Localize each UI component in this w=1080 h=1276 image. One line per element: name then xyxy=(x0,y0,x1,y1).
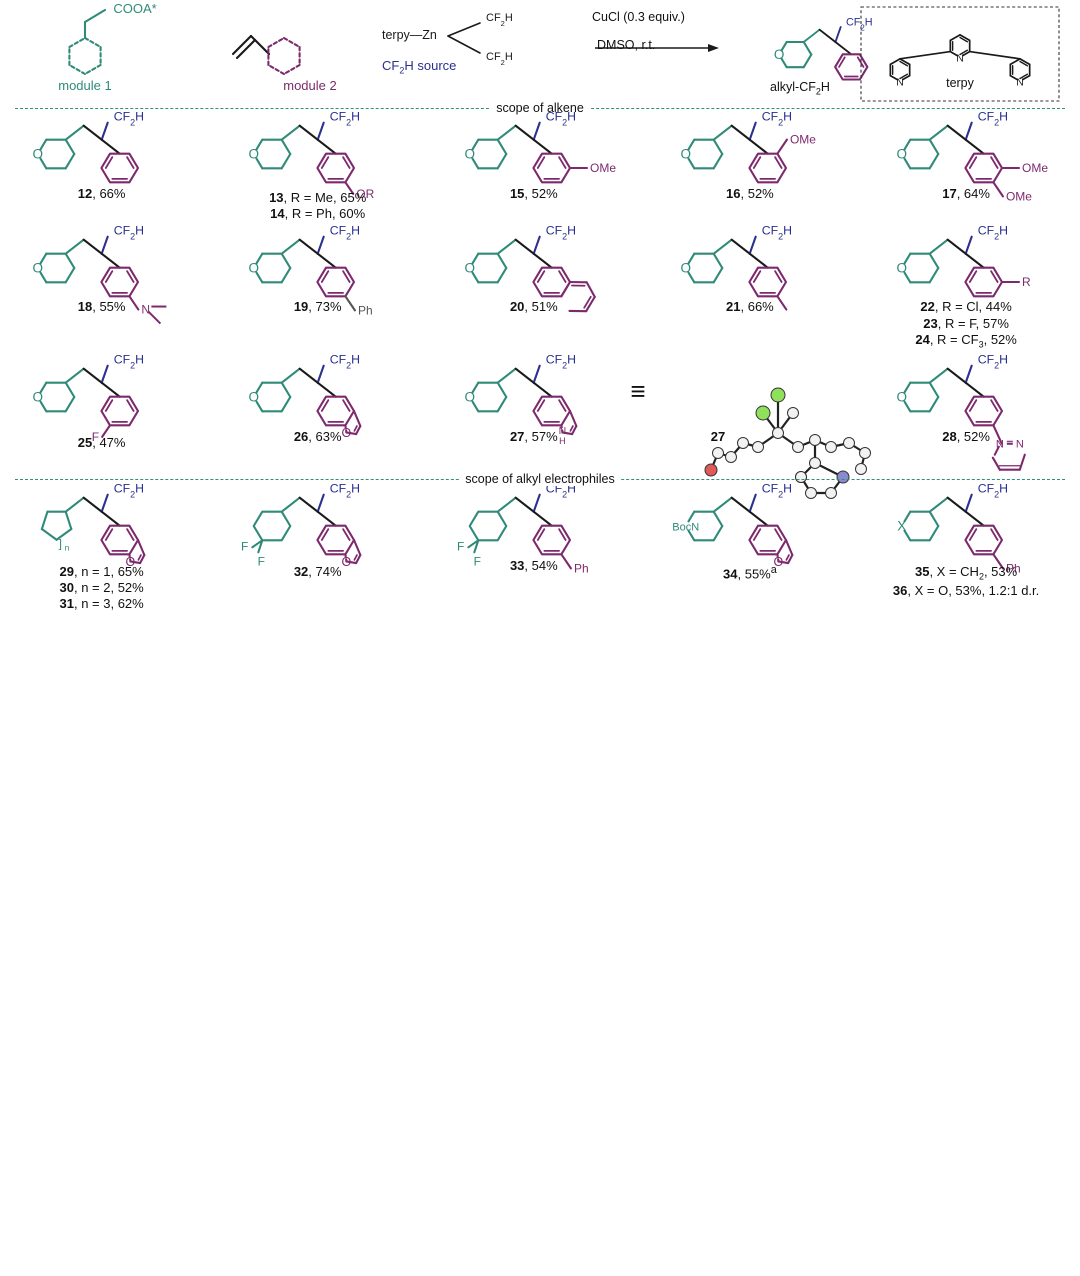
svg-text:CF2H: CF2H xyxy=(114,110,144,128)
svg-text:CF2H: CF2H xyxy=(330,482,360,500)
svg-text:O: O xyxy=(774,48,785,63)
svg-text:CF2H: CF2H xyxy=(486,12,513,28)
svg-text:CF2H: CF2H xyxy=(546,110,576,128)
svg-text:CF2H: CF2H xyxy=(978,110,1008,128)
svg-text:O: O xyxy=(248,390,259,405)
svg-text:O: O xyxy=(248,147,259,162)
svg-text:CF2H: CF2H xyxy=(114,353,144,371)
svg-text:R: R xyxy=(1022,275,1031,289)
svg-text:CF2H: CF2H xyxy=(978,353,1008,371)
svg-text:O: O xyxy=(897,390,908,405)
svg-text:F: F xyxy=(241,539,248,553)
svg-text:X: X xyxy=(898,519,907,534)
svg-text:O: O xyxy=(248,260,259,275)
svg-text:BocN: BocN xyxy=(672,522,699,534)
svg-text:CF2H: CF2H xyxy=(978,482,1008,500)
svg-text:OMe: OMe xyxy=(590,161,616,175)
svg-text:O: O xyxy=(32,260,43,275)
svg-text:O: O xyxy=(465,390,476,405)
svg-text:O: O xyxy=(681,147,692,162)
svg-text:O: O xyxy=(681,260,692,275)
svg-text:O: O xyxy=(32,390,43,405)
svg-text:CF2H: CF2H xyxy=(546,353,576,371)
svg-text:COOA*: COOA* xyxy=(113,1,156,16)
svg-text:CF2H: CF2H xyxy=(330,223,360,241)
svg-text:CF2H: CF2H xyxy=(486,51,513,67)
svg-text:OMe: OMe xyxy=(1022,161,1048,175)
svg-text:O: O xyxy=(465,260,476,275)
svg-text:]: ] xyxy=(58,537,61,551)
svg-text:n: n xyxy=(64,543,69,553)
svg-text:F: F xyxy=(457,539,464,553)
svg-text:O: O xyxy=(465,147,476,162)
svg-text:O: O xyxy=(32,147,43,162)
svg-text:CF2H: CF2H xyxy=(546,223,576,241)
svg-text:OMe: OMe xyxy=(790,133,816,147)
svg-text:CF2H: CF2H xyxy=(330,110,360,128)
svg-text:CF2H: CF2H xyxy=(114,482,144,500)
svg-text:CF2H: CF2H xyxy=(762,482,792,500)
svg-text:O: O xyxy=(897,147,908,162)
svg-text:CF2H: CF2H xyxy=(762,110,792,128)
svg-text:CF2H: CF2H xyxy=(330,353,360,371)
svg-text:O: O xyxy=(897,260,908,275)
svg-text:CF2H: CF2H xyxy=(114,223,144,241)
svg-text:CF2H: CF2H xyxy=(978,223,1008,241)
svg-text:N: N xyxy=(956,53,964,65)
svg-text:CF2H: CF2H xyxy=(762,223,792,241)
